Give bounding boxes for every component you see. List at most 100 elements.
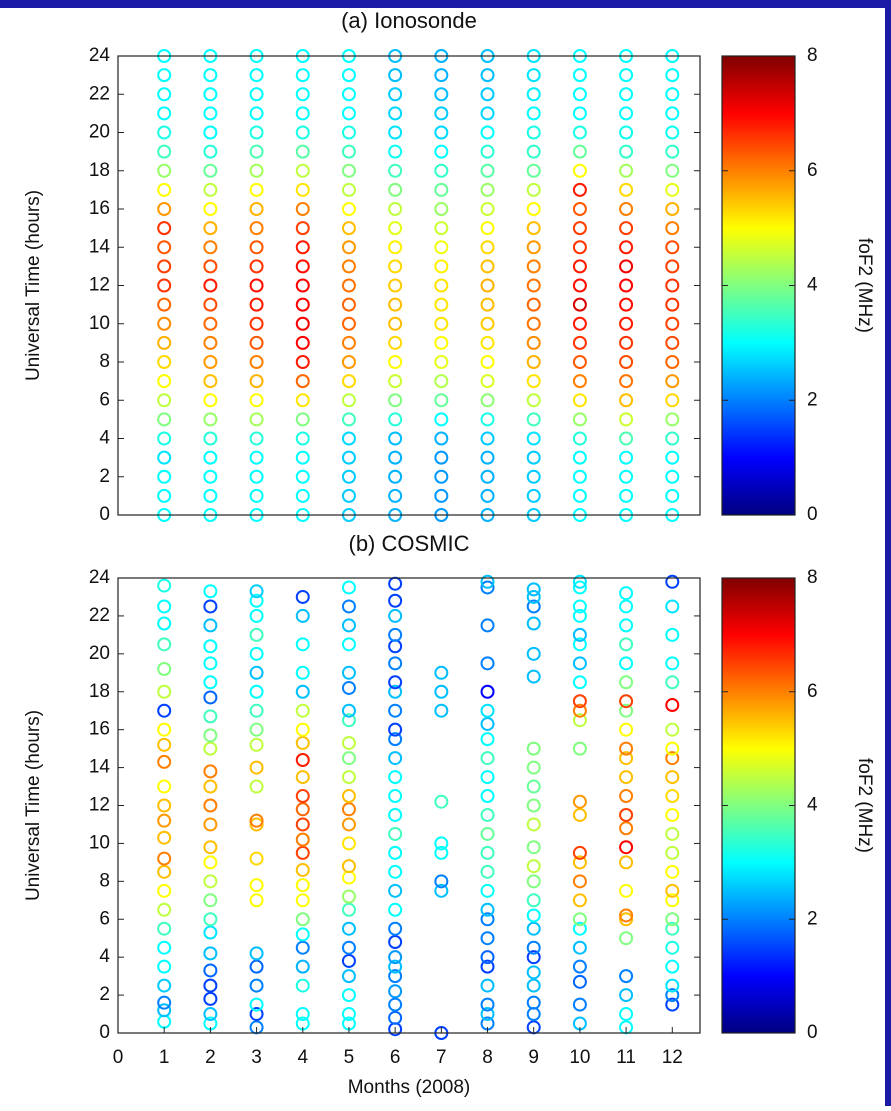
data-point [619,675,634,690]
data-point [572,182,587,197]
data-point [480,807,495,822]
data-point [157,125,172,140]
data-point [665,68,680,83]
data-point [526,582,541,597]
data-point [249,393,264,408]
data-point [480,931,495,946]
data-point [203,469,218,484]
y-tick-label: 22 [89,83,110,104]
data-point [249,240,264,255]
data-point [665,259,680,274]
data-point [203,68,218,83]
data-point [203,240,218,255]
data-point [249,779,264,794]
data-point [157,779,172,794]
data-point [526,259,541,274]
data-point [295,845,310,860]
data-point [249,68,264,83]
data-point [480,412,495,427]
chart-title: (b) COSMIC [349,531,470,556]
data-point [295,893,310,908]
data-point [388,959,403,974]
data-point [434,845,449,860]
data-point [388,355,403,369]
y-tick-label: 0 [99,504,110,525]
data-point [249,627,264,642]
data-point [388,316,403,331]
data-point [203,618,218,633]
data-point [572,675,587,690]
data-point [341,431,356,446]
data-point [249,221,264,236]
data-point [157,163,172,178]
data-point [388,732,403,747]
data-point [526,978,541,993]
data-point [665,316,680,331]
data-point [665,845,680,860]
data-point [203,87,218,102]
data-point [665,978,680,993]
data-point [619,1007,634,1022]
data-point [295,355,310,369]
data-point [249,202,264,216]
data-point [526,68,541,83]
data-point [526,412,541,427]
data-point [295,221,310,236]
data-point [388,883,403,898]
colorbar-tick-label: 8 [807,45,818,66]
data-point [295,770,310,785]
data-point [157,883,172,898]
data-point [341,297,356,312]
data-point [480,716,495,731]
data-point [526,221,541,236]
data-point [157,144,172,159]
data-point [341,836,356,851]
y-tick-label: 10 [89,832,110,853]
data-point [434,163,449,178]
data-point [388,627,403,642]
data-point [619,355,634,369]
data-point [619,278,634,293]
data-point [388,412,403,427]
data-point [665,940,680,955]
data-point [619,656,634,671]
data-point [480,355,495,369]
y-tick-label: 16 [89,198,110,219]
data-point [480,297,495,312]
data-point [249,335,264,350]
data-point [526,893,541,908]
data-point [526,616,541,631]
data-point [249,817,264,832]
data-point [203,925,218,940]
data-point [203,106,218,121]
data-point [572,355,587,369]
data-point [665,959,680,974]
data-point [526,817,541,832]
data-point [249,316,264,331]
data-point [665,770,680,785]
data-point [157,616,172,631]
data-point [665,335,680,350]
data-point [572,450,587,465]
y-axis-label: Universal Time (hours) [23,710,44,901]
data-point [572,574,587,589]
x-axis-label: Months (2008) [348,1077,471,1098]
data-point [619,883,634,898]
data-point [388,68,403,83]
data-point [665,297,680,312]
data-point [526,779,541,794]
data-point [388,826,403,841]
data-point [480,335,495,350]
data-point [572,912,587,927]
data-point [295,431,310,446]
data-point [295,316,310,331]
colorbar [721,577,796,1034]
data-point [434,450,449,465]
data-point [157,182,172,197]
data-point [572,144,587,159]
data-point [665,627,680,642]
y-tick-label: 24 [89,45,111,66]
data-point [295,878,310,893]
data-point [203,893,218,908]
data-point [665,450,680,465]
